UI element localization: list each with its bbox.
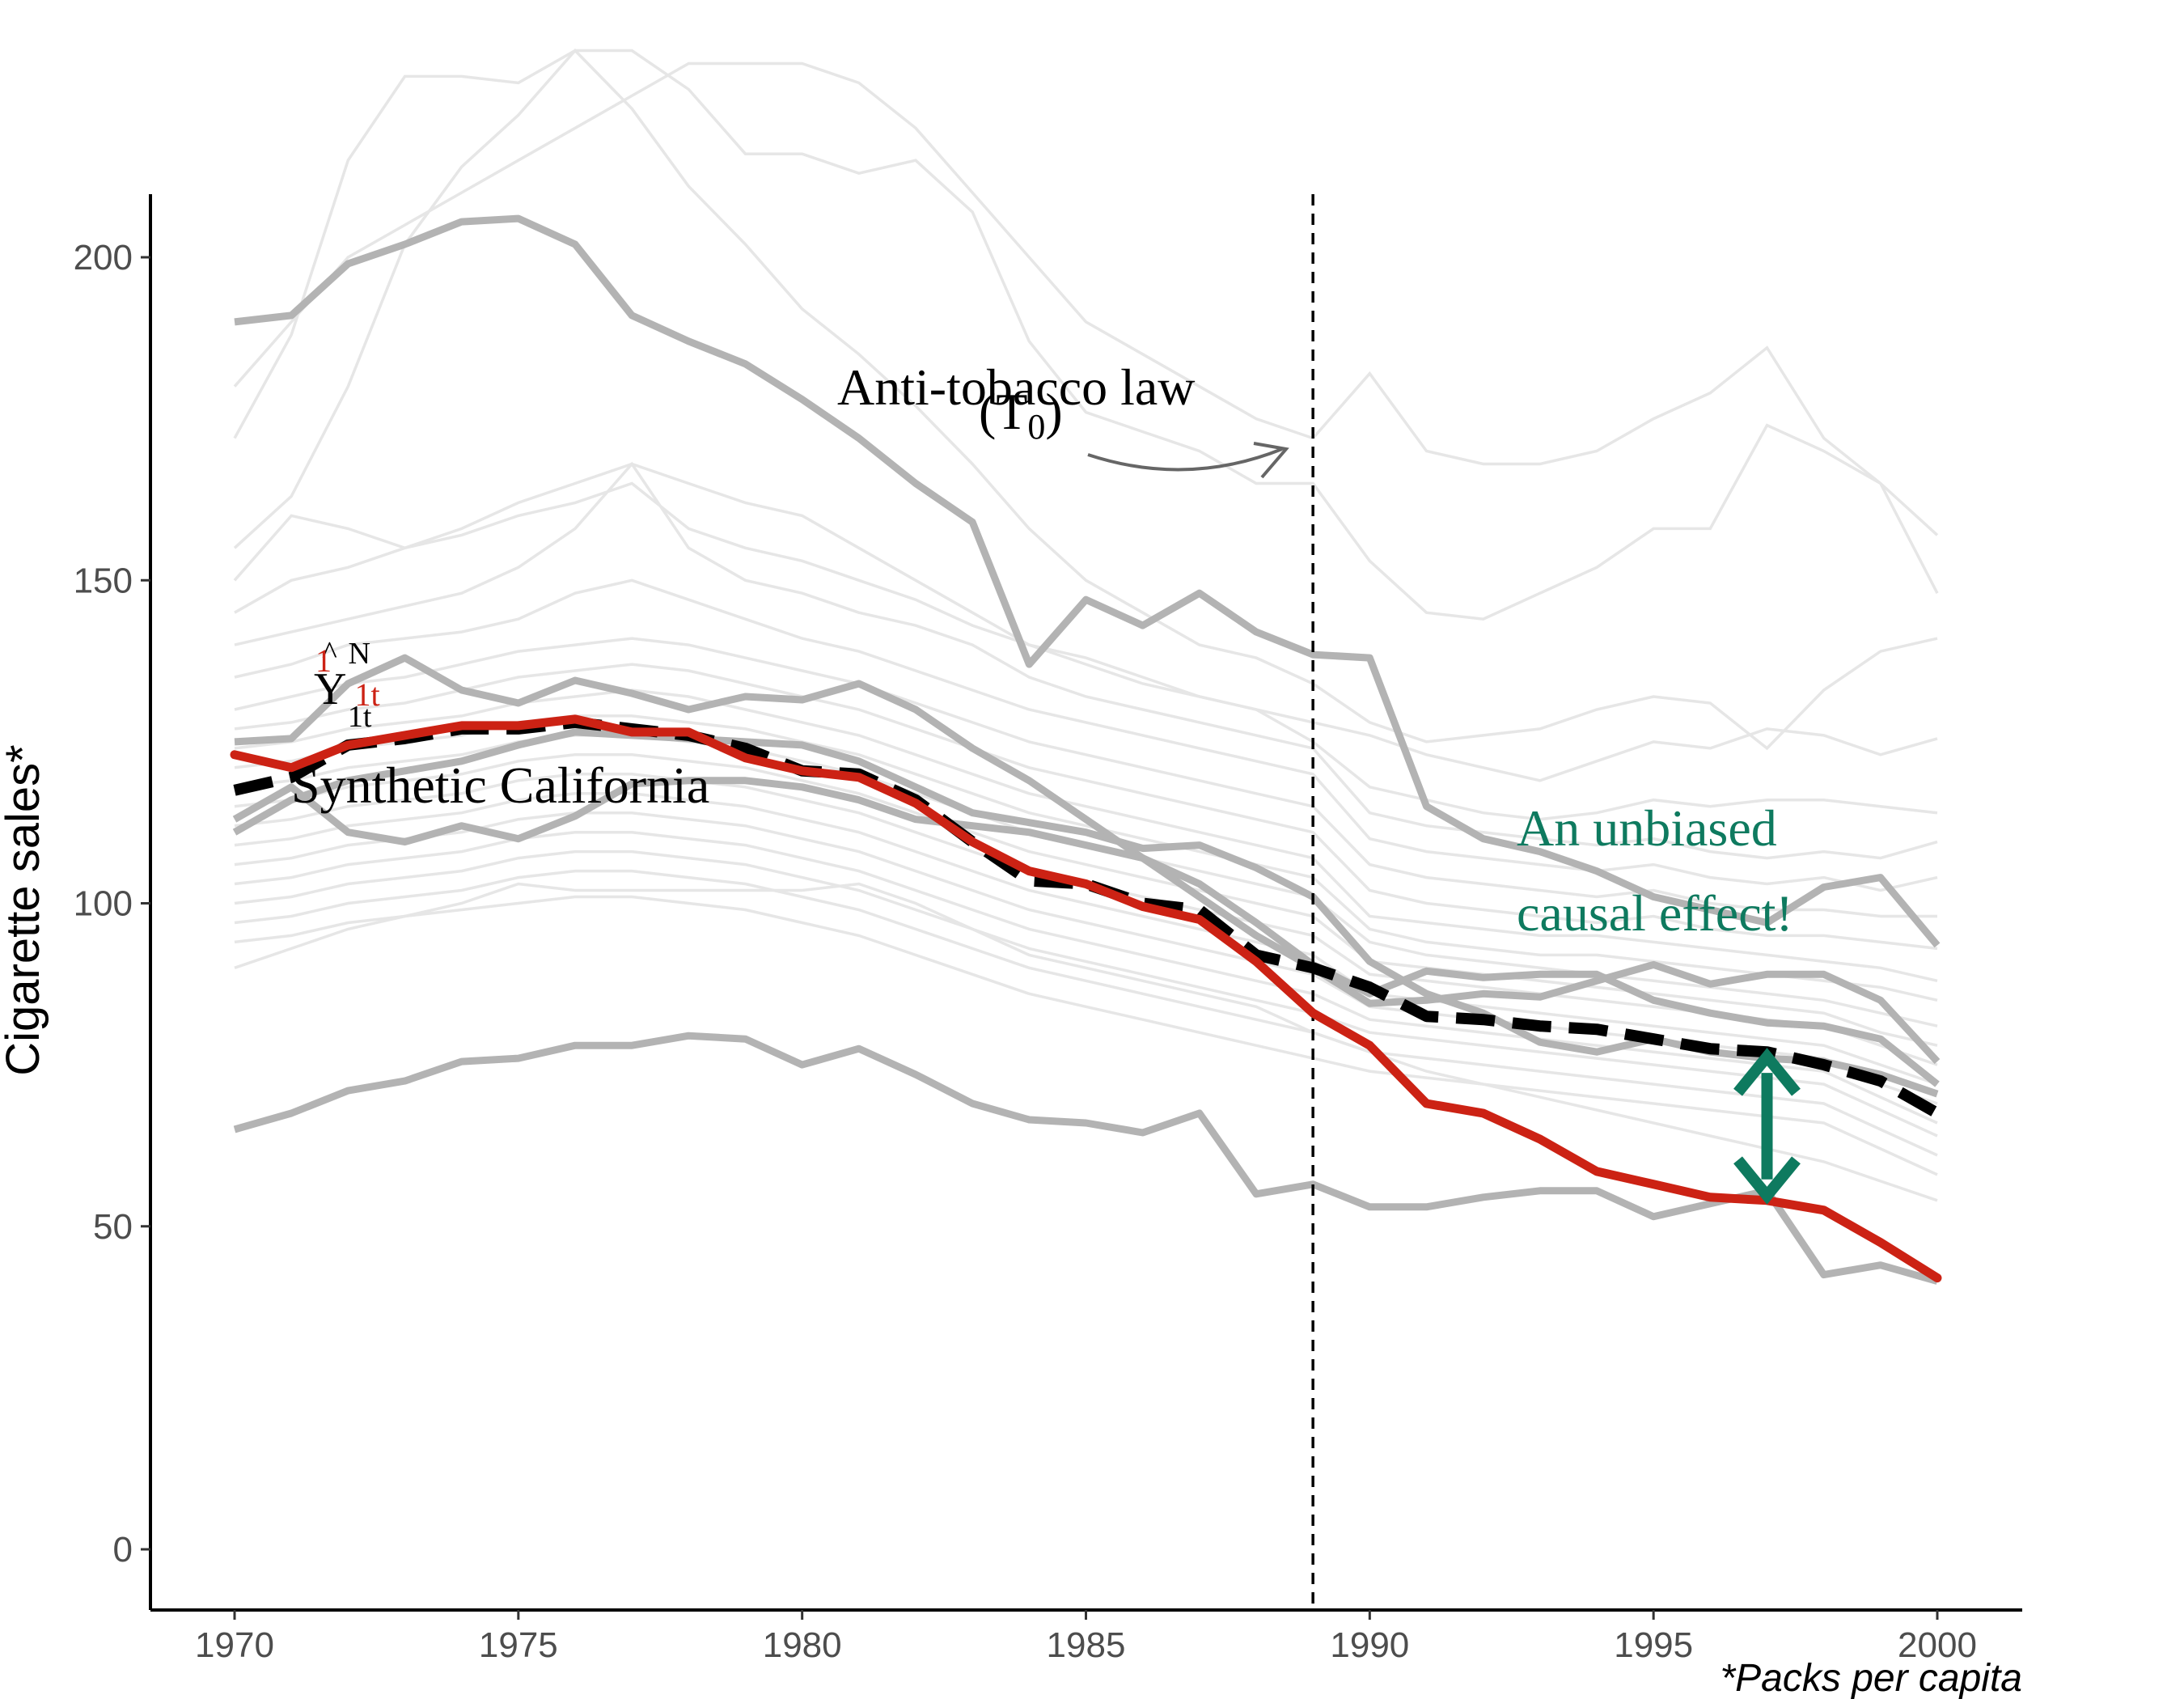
y-hat-symbol: ^ <box>322 634 337 671</box>
faint-donor-line-3 <box>233 48 1938 751</box>
x-tick-label: 1975 <box>479 1625 558 1665</box>
faint-donor-line-15 <box>234 792 1938 1086</box>
y-red-label: 11t <box>315 642 380 713</box>
caption: *Packs per capita <box>1720 1657 2022 1699</box>
effect-label-line1: An unbiased <box>1517 799 1777 857</box>
faint-donor-line-6 <box>234 461 1938 860</box>
y-tick-label: 0 <box>113 1530 133 1570</box>
faint-donor-line-8 <box>234 637 1937 918</box>
faint-donor-line-9 <box>234 663 1938 951</box>
y-hat-label: YN 1t <box>314 637 372 734</box>
x-axis-ticks: 1970 1975 1980 1985 1990 1995 2000 <box>195 1610 1977 1665</box>
california-line <box>230 714 1942 1283</box>
faint-donor-line-19 <box>234 869 1938 1157</box>
x-tick-label: 1995 <box>1614 1625 1693 1665</box>
y-tick-label: 200 <box>74 238 133 278</box>
effect-arrowhead-top <box>1733 1048 1801 1096</box>
x-tick-label: 1985 <box>1047 1625 1126 1665</box>
law-subscript-label: (T0) <box>979 383 1063 447</box>
y-axis-title: Cigarette sales* <box>0 744 49 1075</box>
x-tick-label: 1990 <box>1330 1625 1409 1665</box>
highlighted-donor-line-3 <box>232 777 1940 1087</box>
x-tick-label: 1980 <box>763 1625 842 1665</box>
law-arrow-icon <box>1087 447 1283 472</box>
y-tick-label: 150 <box>74 561 133 600</box>
faint-donor-line-2 <box>233 49 1939 621</box>
law-arrowhead-icon <box>1253 442 1289 479</box>
faint-donor-line-1 <box>233 61 1939 595</box>
synthetic-california-label: Synthetic California <box>291 756 709 814</box>
y-tick-label: 100 <box>74 884 133 924</box>
y-tick-label: 50 <box>93 1207 133 1247</box>
faint-donor-line-20 <box>234 895 1938 1176</box>
faint-donor-line-13 <box>234 753 1938 1047</box>
faint-donor-line-21 <box>234 882 1938 1202</box>
highlighted-donor-line-1 <box>234 214 1941 948</box>
faint-donor-line-4 <box>233 462 1938 782</box>
faint-donor-line-5 <box>234 481 1938 821</box>
effect-arrow-icon <box>1733 1048 1801 1205</box>
x-tick-label: 2000 <box>1898 1625 1977 1665</box>
effect-arrowhead-bottom <box>1733 1156 1801 1205</box>
highlighted-donor-line-5 <box>233 1032 1939 1285</box>
faint-donor-line-18 <box>234 850 1938 1138</box>
y-axis-ticks: 0 50 100 150 200 <box>74 238 150 1570</box>
x-tick-label: 1970 <box>195 1625 274 1665</box>
effect-label-line2: causal effect! <box>1517 884 1793 942</box>
faint-donor-line-7 <box>234 578 1938 892</box>
highlighted-donor-line-2 <box>234 654 1941 1065</box>
law-label: Anti-tobacco law <box>837 358 1196 416</box>
